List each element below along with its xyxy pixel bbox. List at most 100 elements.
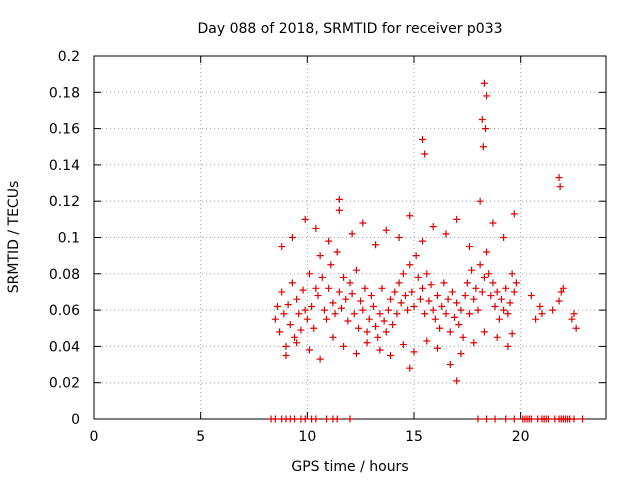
data-point: [329, 333, 337, 341]
data-point: [318, 273, 326, 281]
y-tick-label: 0.06: [49, 303, 80, 319]
data-point: [568, 315, 576, 323]
data-point: [320, 306, 328, 314]
data-point: [474, 415, 482, 423]
data-point: [556, 183, 564, 191]
data-point: [414, 273, 422, 281]
data-point: [406, 212, 414, 220]
data-point: [331, 310, 339, 318]
data-point: [549, 306, 557, 314]
data-point: [378, 284, 386, 292]
data-point: [376, 310, 384, 318]
data-point: [421, 150, 429, 158]
data-point: [372, 322, 380, 330]
data-point: [489, 279, 497, 287]
data-point: [555, 174, 563, 182]
data-point: [474, 306, 482, 314]
data-point: [363, 328, 371, 336]
data-point: [361, 284, 369, 292]
data-point: [433, 344, 441, 352]
x-tick-label: 10: [298, 429, 316, 445]
data-point: [340, 342, 348, 350]
x-tick-label: 0: [90, 429, 99, 445]
data-point: [495, 315, 503, 323]
data-point: [461, 292, 469, 300]
data-point: [453, 377, 461, 385]
data-point: [480, 79, 488, 87]
data-point: [337, 304, 345, 312]
data-point: [448, 288, 456, 296]
data-point: [327, 261, 335, 269]
data-point: [342, 295, 350, 303]
data-point: [397, 299, 405, 307]
data-point: [493, 333, 501, 341]
data-point: [429, 223, 437, 231]
chart-title: Day 088 of 2018, SRMTID for receiver p03…: [197, 21, 502, 37]
data-point: [316, 252, 324, 260]
data-point: [346, 279, 354, 287]
data-point: [395, 279, 403, 287]
data-point: [299, 286, 307, 294]
data-point: [444, 295, 452, 303]
data-point: [468, 266, 476, 274]
data-point: [312, 415, 320, 423]
data-point: [408, 288, 416, 296]
data-point: [423, 337, 431, 345]
data-point: [485, 270, 493, 278]
data-point: [333, 248, 341, 256]
data-point: [527, 292, 535, 300]
data-point: [395, 234, 403, 241]
data-point: [446, 361, 454, 369]
y-tick-label: 0: [71, 412, 80, 428]
data-point: [470, 339, 478, 347]
data-point: [335, 288, 343, 296]
data-point: [367, 292, 375, 300]
data-point: [271, 315, 279, 323]
data-point: [559, 284, 567, 292]
data-point: [457, 306, 465, 314]
data-point: [335, 195, 343, 203]
data-point: [478, 116, 486, 124]
data-point: [483, 415, 491, 423]
data-point: [355, 324, 363, 332]
data-point: [465, 310, 473, 318]
data-point: [438, 302, 446, 310]
data-point: [293, 295, 301, 303]
data-point: [555, 297, 563, 305]
data-point: [393, 310, 401, 318]
data-point: [483, 248, 491, 256]
data-point: [382, 328, 390, 336]
data-point: [423, 270, 431, 278]
data-point: [316, 355, 324, 363]
data-point: [433, 292, 441, 300]
data-point: [453, 299, 461, 307]
y-tick-label: 0.08: [49, 267, 80, 283]
data-point: [352, 350, 360, 358]
data-point: [406, 261, 414, 269]
data-point: [459, 333, 467, 341]
data-point: [382, 226, 390, 234]
grid-lines: [94, 56, 606, 419]
data-point: [323, 415, 331, 423]
data-point: [506, 299, 514, 307]
data-point: [419, 135, 427, 143]
data-point: [455, 321, 463, 329]
data-point: [483, 92, 491, 100]
data-point: [481, 125, 489, 133]
data-point: [510, 288, 518, 296]
data-point: [476, 261, 484, 269]
data-point: [510, 415, 518, 423]
data-point: [502, 284, 510, 292]
data-points: [267, 79, 587, 423]
data-point: [310, 324, 318, 332]
data-point: [491, 302, 499, 310]
data-point: [538, 310, 546, 318]
data-point: [359, 306, 367, 314]
data-point: [404, 306, 412, 314]
data-point: [527, 415, 535, 423]
data-point: [346, 415, 354, 423]
data-point: [487, 292, 495, 300]
data-point: [497, 295, 505, 303]
data-point: [491, 415, 499, 423]
data-point: [429, 306, 437, 314]
